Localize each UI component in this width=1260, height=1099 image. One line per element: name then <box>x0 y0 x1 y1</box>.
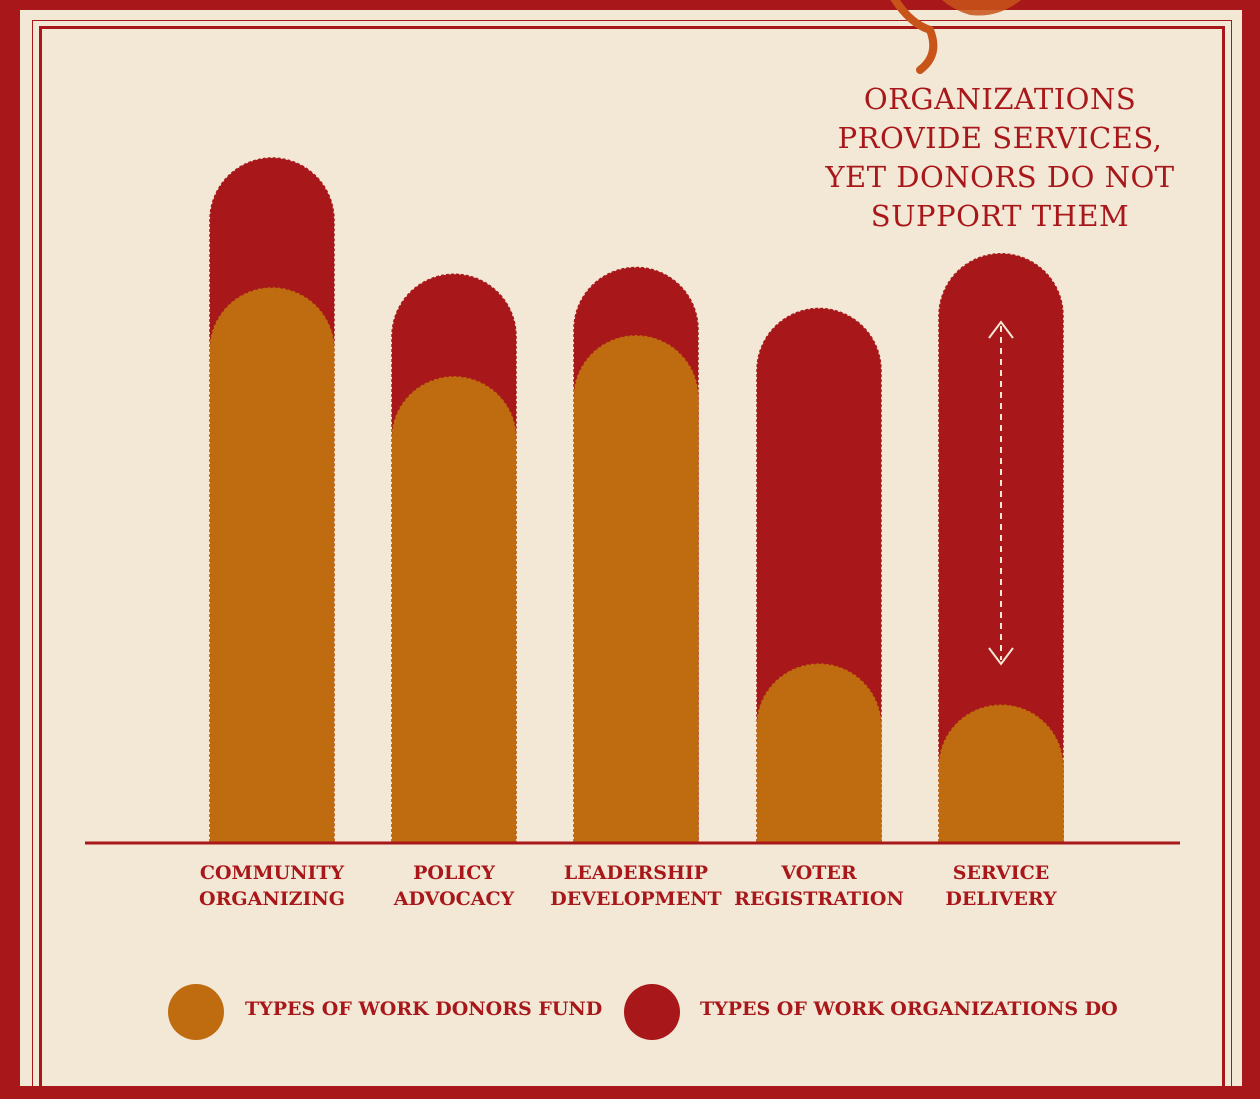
arrow-down-icon <box>988 647 1014 666</box>
outer-border <box>32 20 1232 1094</box>
x-tick-label: ADVOCACY <box>393 888 515 910</box>
x-tick-label: POLICY <box>413 862 495 884</box>
x-tick-label: DEVELOPMENT <box>550 888 721 910</box>
x-tick-label: SERVICE <box>953 862 1050 884</box>
legend-do-swatch <box>624 984 680 1040</box>
legend-fund-swatch <box>168 984 224 1040</box>
bar-donors-fund <box>573 335 699 843</box>
x-tick-label: ORGANIZING <box>199 888 345 910</box>
x-tick-label: DELIVERY <box>945 888 1057 910</box>
x-tick-label: LEADERSHIP <box>564 862 708 884</box>
legend-fund-label: TYPES OF WORK DONORS FUND <box>245 998 603 1020</box>
bar-donors-fund <box>391 376 517 843</box>
inner-border <box>39 26 1225 1089</box>
x-tick-label: VOTER <box>780 862 857 884</box>
arrow-up-icon <box>988 320 1014 339</box>
decorative-emblem-icon <box>890 0 1022 74</box>
x-tick-label: COMMUNITY <box>200 862 345 884</box>
bar-donors-fund <box>756 663 882 843</box>
bar-donors-fund <box>209 287 335 843</box>
x-tick-label: REGISTRATION <box>734 888 904 910</box>
bar-donors-fund <box>938 704 1064 843</box>
chart-annotation: ORGANIZATIONS PROVIDE SERVICES, YET DONO… <box>825 82 1175 233</box>
legend-do-label: TYPES OF WORK ORGANIZATIONS DO <box>700 998 1118 1020</box>
